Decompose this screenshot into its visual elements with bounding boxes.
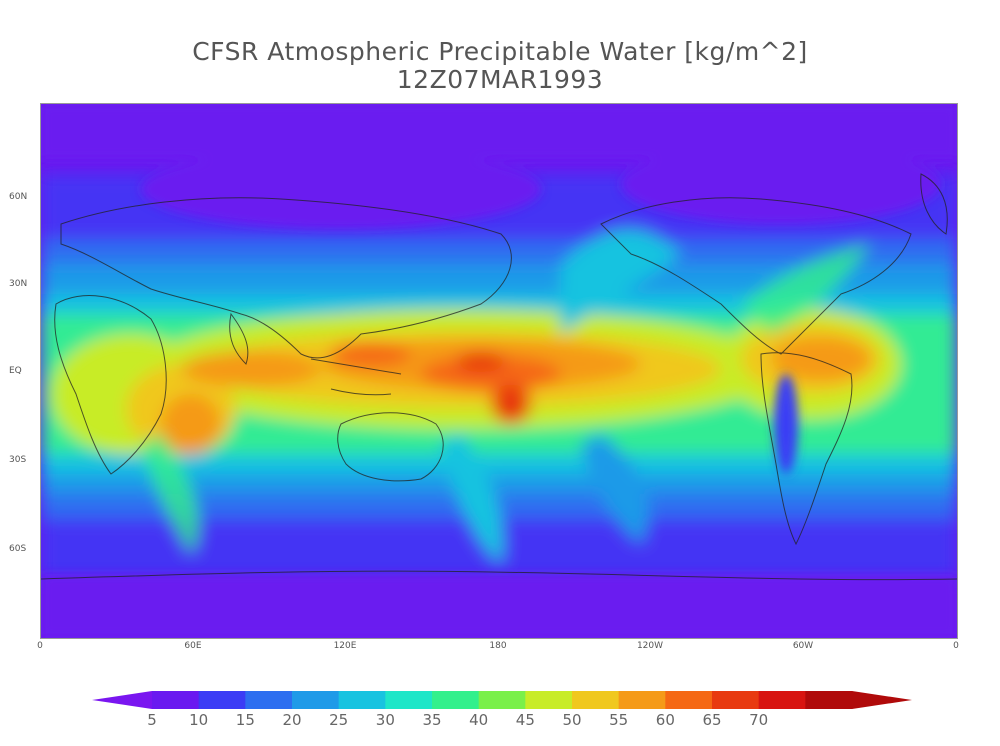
lon-label-120w: 120W	[636, 641, 664, 651]
lon-label-0-right: 0	[953, 641, 959, 651]
map-subtitle: 12Z07MAR1993	[396, 65, 604, 94]
colorbar-segment	[338, 691, 386, 709]
colorbar-tick-label: 25	[329, 711, 349, 729]
colorbar-tick-label: 5	[147, 711, 157, 729]
precipitable-water-map	[40, 103, 958, 639]
colorbar-segment	[805, 691, 853, 709]
colorbar-segment	[478, 691, 526, 709]
colorbar-segment	[572, 691, 620, 709]
colorbar-under-arrow	[92, 691, 152, 709]
map-title: CFSR Atmospheric Precipitable Water [kg/…	[192, 37, 808, 66]
colorbar-tick-label: 30	[375, 711, 395, 729]
lat-label-30s: 30S	[9, 455, 27, 465]
lon-label-60e: 60E	[184, 641, 202, 651]
colorbar-segment	[245, 691, 293, 709]
colorbar-segment	[758, 691, 806, 709]
colorbar-tick-label: 45	[515, 711, 535, 729]
colorbar-segment	[152, 691, 200, 709]
colorbar-segment	[198, 691, 246, 709]
colorbar-tick-label: 10	[189, 711, 209, 729]
colorbar	[92, 691, 912, 709]
lat-label-60s: 60S	[9, 544, 27, 554]
colorbar-segment	[618, 691, 666, 709]
colorbar-segment	[525, 691, 573, 709]
colorbar-tick-label: 40	[469, 711, 489, 729]
colorbar-segment	[712, 691, 760, 709]
lon-label-180: 180	[489, 641, 507, 651]
colorbar-tick-label: 20	[282, 711, 302, 729]
moisture-field	[41, 174, 957, 584]
colorbar-segment	[432, 691, 480, 709]
lat-label-eq: EQ	[9, 366, 22, 376]
lat-label-60n: 60N	[9, 192, 28, 202]
colorbar-tick-label: 65	[702, 711, 722, 729]
colorbar-segment	[385, 691, 433, 709]
colorbar-tick-label: 15	[235, 711, 255, 729]
coastlines	[41, 173, 957, 581]
colorbar-over-arrow	[852, 691, 912, 709]
colorbar-tick-label: 60	[655, 711, 675, 729]
colorbar-tick-label: 50	[562, 711, 582, 729]
colorbar-tick-label: 35	[422, 711, 442, 729]
lon-label-0-left: 0	[37, 641, 43, 651]
lon-label-120e: 120E	[333, 641, 357, 651]
lat-label-30n: 30N	[9, 279, 28, 289]
colorbar-tick-label: 70	[749, 711, 769, 729]
colorbar-segment	[665, 691, 713, 709]
lon-label-60w: 60W	[792, 641, 814, 651]
colorbar-tick-label: 55	[609, 711, 629, 729]
colorbar-segment	[292, 691, 340, 709]
